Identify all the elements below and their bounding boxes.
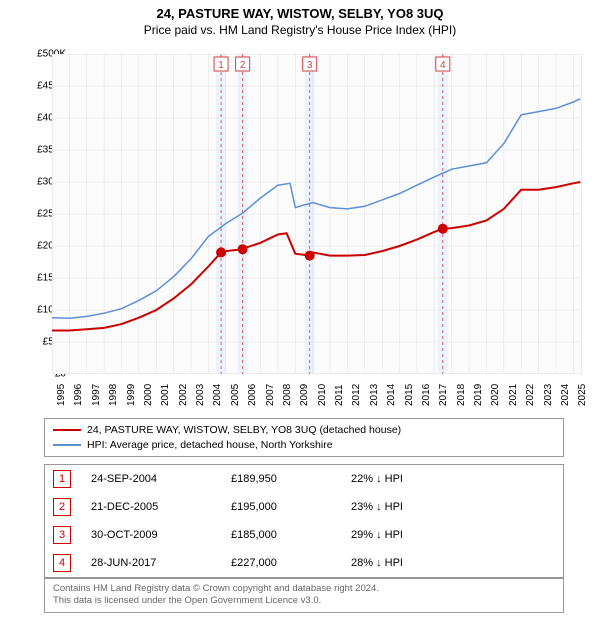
sale-marker: 1	[53, 470, 71, 488]
x-tick-label: 2014	[386, 384, 397, 406]
x-tick-label: 2021	[508, 384, 519, 406]
x-tick-label: 2012	[351, 384, 362, 406]
chart-title: 24, PASTURE WAY, WISTOW, SELBY, YO8 3UQ	[0, 6, 600, 21]
x-tick-label: 1997	[91, 384, 102, 406]
sale-diff: 29% ↓ HPI	[351, 529, 491, 541]
x-tick-label: 1996	[73, 384, 84, 406]
legend-item: 24, PASTURE WAY, WISTOW, SELBY, YO8 3UQ …	[53, 423, 555, 438]
x-tick-label: 2023	[543, 384, 554, 406]
svg-text:4: 4	[440, 60, 446, 71]
sale-diff: 22% ↓ HPI	[351, 473, 491, 485]
x-tick-label: 1995	[56, 384, 67, 406]
x-tick-label: 2004	[212, 384, 223, 406]
sale-marker: 3	[53, 526, 71, 544]
x-tick-label: 2016	[421, 384, 432, 406]
x-tick-label: 2022	[525, 384, 536, 406]
attribution-line2: This data is licensed under the Open Gov…	[53, 595, 555, 607]
x-tick-label: 2009	[299, 384, 310, 406]
x-tick-label: 2018	[456, 384, 467, 406]
svg-text:1: 1	[218, 60, 224, 71]
x-tick-label: 2011	[334, 384, 345, 406]
sales-row: 4 28-JUN-2017£227,00028% ↓ HPI	[45, 549, 563, 577]
x-tick-label: 2013	[369, 384, 380, 406]
x-tick-label: 1999	[126, 384, 137, 406]
x-tick-label: 2005	[230, 384, 241, 406]
x-tick-label: 2008	[282, 384, 293, 406]
sale-marker: 2	[53, 498, 71, 516]
legend-swatch	[53, 429, 81, 431]
x-tick-label: 2024	[560, 384, 571, 406]
svg-text:3: 3	[307, 60, 313, 71]
legend-item: HPI: Average price, detached house, Nort…	[53, 438, 555, 453]
sales-table: 1 24-SEP-2004£189,95022% ↓ HPI 2 21-DEC-200…	[44, 464, 564, 578]
x-tick-label: 2015	[404, 384, 415, 406]
x-tick-label: 2001	[160, 384, 171, 406]
x-tick-label: 2019	[473, 384, 484, 406]
sale-price: £195,000	[231, 501, 351, 513]
x-tick-label: 2002	[178, 384, 189, 406]
sale-price: £185,000	[231, 529, 351, 541]
attribution-line1: Contains HM Land Registry data © Crown c…	[53, 583, 555, 595]
sales-row: 2 21-DEC-2005£195,00023% ↓ HPI	[45, 493, 563, 521]
x-tick-label: 2025	[577, 384, 588, 406]
sale-marker: 4	[53, 554, 71, 572]
x-tick-label: 2003	[195, 384, 206, 406]
x-tick-label: 2006	[247, 384, 258, 406]
sale-date: 21-DEC-2005	[91, 501, 231, 513]
svg-text:2: 2	[240, 60, 246, 71]
sales-row: 1 24-SEP-2004£189,95022% ↓ HPI	[45, 465, 563, 493]
sale-date: 28-JUN-2017	[91, 557, 231, 569]
attribution: Contains HM Land Registry data © Crown c…	[44, 578, 564, 613]
x-tick-label: 2017	[438, 384, 449, 406]
chart-plot-area: 1 2 3 4	[52, 54, 582, 374]
x-tick-label: 2007	[265, 384, 276, 406]
chart-subtitle: Price paid vs. HM Land Registry's House …	[0, 23, 600, 37]
x-tick-label: 2020	[490, 384, 501, 406]
legend-swatch	[53, 444, 81, 446]
legend-label: HPI: Average price, detached house, Nort…	[87, 438, 333, 453]
sale-price: £189,950	[231, 473, 351, 485]
legend: 24, PASTURE WAY, WISTOW, SELBY, YO8 3UQ …	[44, 418, 564, 457]
x-tick-label: 2010	[317, 384, 328, 406]
sale-date: 24-SEP-2004	[91, 473, 231, 485]
legend-label: 24, PASTURE WAY, WISTOW, SELBY, YO8 3UQ …	[87, 423, 401, 438]
x-tick-label: 1998	[108, 384, 119, 406]
sale-diff: 28% ↓ HPI	[351, 557, 491, 569]
chart-svg: 1 2 3 4	[52, 54, 582, 374]
sale-diff: 23% ↓ HPI	[351, 501, 491, 513]
sales-row: 3 30-OCT-2009£185,00029% ↓ HPI	[45, 521, 563, 549]
sale-price: £227,000	[231, 557, 351, 569]
x-tick-label: 2000	[143, 384, 154, 406]
sale-date: 30-OCT-2009	[91, 529, 231, 541]
